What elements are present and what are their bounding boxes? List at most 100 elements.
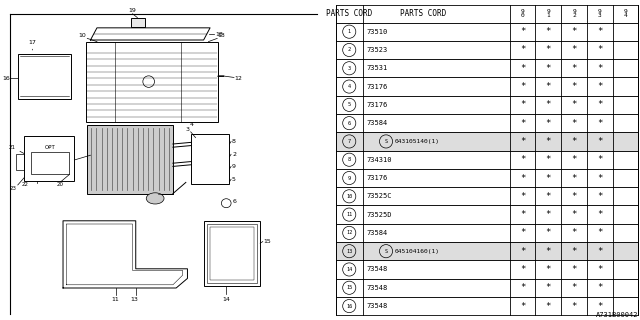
Text: 9
4: 9 4	[623, 9, 627, 18]
Text: *: *	[597, 82, 602, 91]
Text: *: *	[597, 192, 602, 201]
Text: *: *	[572, 301, 577, 310]
Text: *: *	[520, 301, 525, 310]
Text: *: *	[597, 100, 602, 109]
Text: *: *	[546, 173, 551, 182]
Text: 13: 13	[218, 33, 225, 38]
Text: *: *	[597, 173, 602, 182]
Text: 19: 19	[129, 8, 136, 13]
Text: *: *	[546, 64, 551, 73]
Text: *: *	[520, 283, 525, 292]
Text: 9: 9	[232, 164, 236, 169]
Text: *: *	[572, 283, 577, 292]
Bar	[335, 114, 639, 132]
Text: *: *	[597, 137, 602, 146]
Circle shape	[342, 135, 356, 148]
Text: 043105140(1): 043105140(1)	[394, 139, 439, 144]
Text: *: *	[546, 265, 551, 274]
Text: 11: 11	[346, 212, 353, 217]
Text: *: *	[597, 228, 602, 237]
Text: A731B00042: A731B00042	[596, 312, 639, 318]
Bar	[335, 41, 639, 59]
Circle shape	[342, 208, 356, 221]
Text: 73548: 73548	[366, 267, 387, 272]
Text: *: *	[520, 100, 525, 109]
Bar	[335, 22, 639, 41]
Text: *: *	[546, 45, 551, 54]
Text: *: *	[520, 155, 525, 164]
Text: *: *	[546, 228, 551, 237]
Text: 10: 10	[346, 194, 353, 199]
Text: *: *	[520, 137, 525, 146]
Text: 045104160(1): 045104160(1)	[394, 249, 439, 254]
Circle shape	[342, 62, 356, 75]
Text: 73176: 73176	[366, 175, 387, 181]
Text: *: *	[546, 27, 551, 36]
Circle shape	[380, 244, 392, 258]
Text: 4: 4	[189, 122, 193, 127]
Circle shape	[342, 80, 356, 93]
Bar	[335, 5, 639, 22]
Bar	[335, 205, 639, 224]
Text: 21: 21	[8, 145, 15, 150]
Bar	[335, 169, 639, 187]
Text: *: *	[572, 265, 577, 274]
Text: PARTS CORD: PARTS CORD	[326, 9, 372, 18]
Text: 9
0: 9 0	[521, 9, 524, 18]
Text: *: *	[572, 192, 577, 201]
Circle shape	[342, 226, 356, 239]
Text: *: *	[520, 192, 525, 201]
Text: *: *	[572, 64, 577, 73]
Text: 9
2: 9 2	[572, 9, 576, 18]
Text: *: *	[572, 27, 577, 36]
Text: *: *	[546, 247, 551, 256]
Text: 15: 15	[346, 285, 353, 290]
Text: *: *	[597, 283, 602, 292]
Bar	[191, 134, 230, 184]
Circle shape	[342, 98, 356, 111]
Text: 14: 14	[346, 267, 353, 272]
Text: 18: 18	[215, 32, 223, 37]
Bar	[335, 260, 639, 279]
Circle shape	[342, 153, 356, 166]
Text: 8: 8	[232, 139, 236, 144]
Bar	[335, 96, 639, 114]
Text: *: *	[572, 137, 577, 146]
Text: *: *	[597, 45, 602, 54]
Text: *: *	[546, 82, 551, 91]
Text: 73531: 73531	[366, 65, 387, 71]
Text: 73525D: 73525D	[366, 212, 392, 218]
Text: OPT: OPT	[45, 145, 56, 150]
Text: 73176: 73176	[366, 102, 387, 108]
Text: 73510: 73510	[366, 29, 387, 35]
Text: *: *	[520, 45, 525, 54]
Circle shape	[380, 135, 392, 148]
Text: 6: 6	[348, 121, 351, 126]
Ellipse shape	[147, 193, 164, 204]
Text: 16: 16	[3, 76, 10, 81]
Text: *: *	[597, 301, 602, 310]
Bar	[131, 18, 145, 27]
Text: *: *	[597, 247, 602, 256]
Text: *: *	[597, 119, 602, 128]
Text: 16: 16	[346, 304, 353, 308]
Text: 12: 12	[234, 76, 242, 81]
Circle shape	[342, 281, 356, 294]
Text: 20: 20	[56, 182, 63, 188]
Text: 11: 11	[111, 297, 118, 302]
Text: *: *	[597, 155, 602, 164]
Circle shape	[342, 25, 356, 38]
Text: *: *	[546, 301, 551, 310]
Text: *: *	[597, 265, 602, 274]
Text: *: *	[572, 100, 577, 109]
Text: *: *	[520, 265, 525, 274]
Text: *: *	[520, 228, 525, 237]
Text: 9
3: 9 3	[598, 9, 602, 18]
Text: *: *	[546, 100, 551, 109]
Bar	[335, 224, 639, 242]
Bar	[335, 151, 639, 169]
Text: *: *	[520, 210, 525, 219]
Circle shape	[342, 244, 356, 258]
Bar	[335, 187, 639, 205]
Text: 7: 7	[348, 139, 351, 144]
